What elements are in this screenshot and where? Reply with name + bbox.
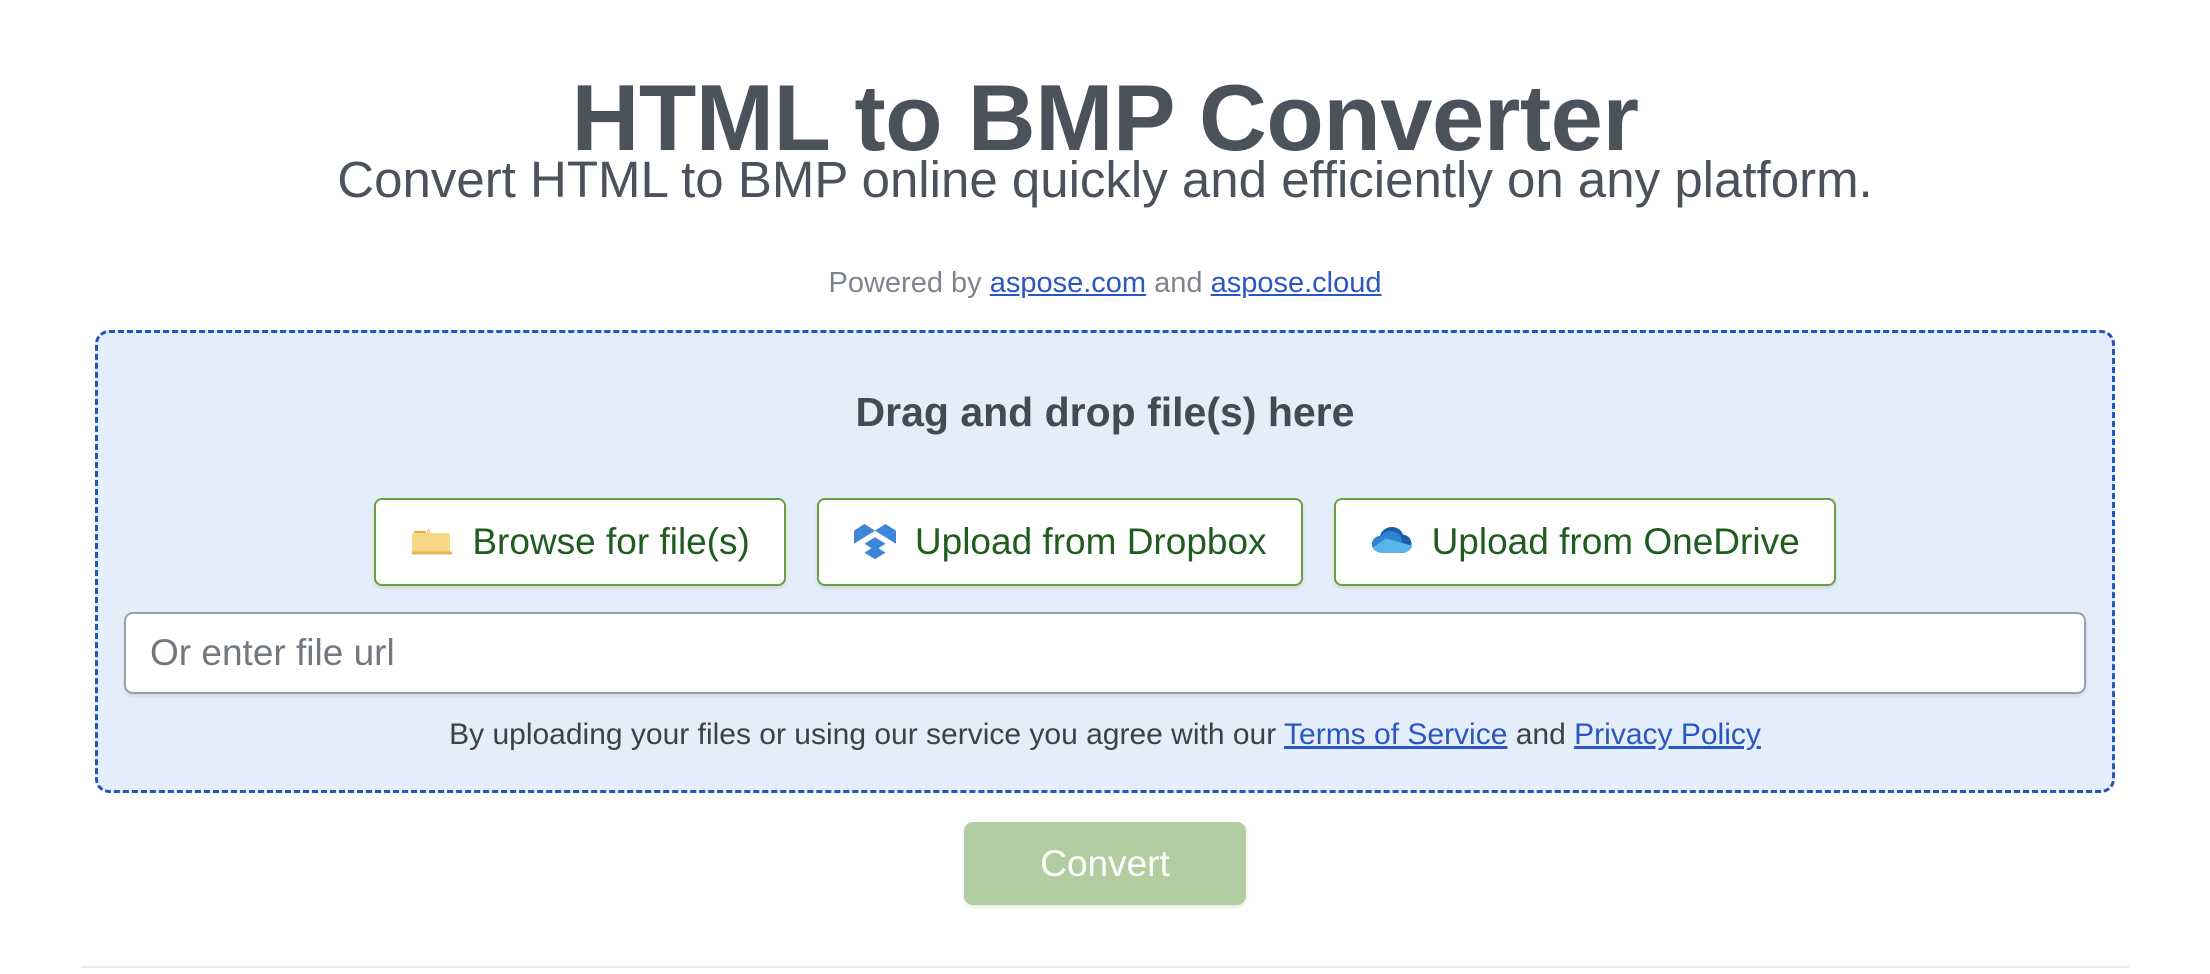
convert-button[interactable]: Convert <box>964 822 1246 905</box>
aspose-cloud-link[interactable]: aspose.cloud <box>1210 267 1382 299</box>
browse-for-files-button[interactable]: Browse for file(s) <box>374 498 786 586</box>
terms-prefix: By uploading your files or using our ser… <box>449 718 1277 751</box>
upload-from-dropbox-label: Upload from Dropbox <box>914 521 1267 562</box>
powered-by-conjunction: and <box>1154 267 1203 299</box>
upload-from-dropbox-button[interactable]: Upload from Dropbox <box>816 498 1303 586</box>
upload-from-onedrive-label: Upload from OneDrive <box>1431 521 1800 562</box>
powered-by-line: Powered by aspose.com and aspose.cloud <box>0 264 2210 302</box>
upload-from-onedrive-button[interactable]: Upload from OneDrive <box>1333 498 1836 586</box>
terms-of-service-link[interactable]: Terms of Service <box>1284 718 1508 751</box>
browse-for-files-label: Browse for file(s) <box>472 521 750 562</box>
dropzone-title: Drag and drop file(s) here <box>855 389 1355 435</box>
file-dropzone[interactable]: Drag and drop file(s) here Browse for fi… <box>95 330 2115 793</box>
folder-icon <box>410 520 454 564</box>
upload-buttons-row: Browse for file(s) Up <box>98 498 2112 586</box>
dropbox-icon <box>853 520 897 564</box>
terms-conjunction: and <box>1515 718 1566 751</box>
bottom-divider <box>81 966 2129 968</box>
url-input-container <box>124 612 2086 694</box>
onedrive-icon <box>1370 520 1414 564</box>
terms-disclaimer: By uploading your files or using our ser… <box>98 715 2112 755</box>
file-url-input[interactable] <box>124 612 2086 694</box>
privacy-policy-link[interactable]: Privacy Policy <box>1574 718 1761 751</box>
powered-by-prefix: Powered by <box>828 267 982 299</box>
page-title: HTML to BMP Converter <box>571 64 1639 170</box>
aspose-com-link[interactable]: aspose.com <box>989 267 1147 299</box>
page-subtitle: Convert HTML to BMP online quickly and e… <box>337 151 1873 208</box>
